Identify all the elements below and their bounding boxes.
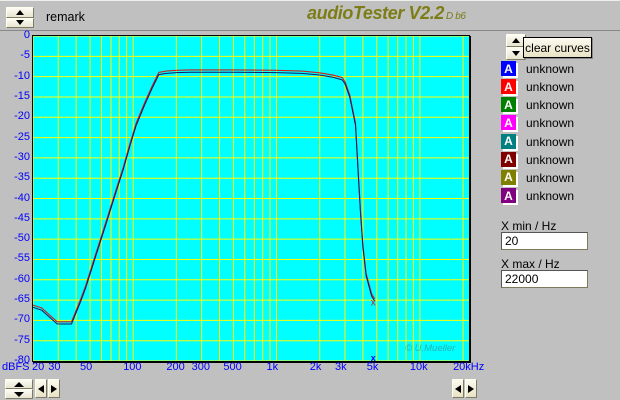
- svg-text:x: x: [371, 297, 376, 308]
